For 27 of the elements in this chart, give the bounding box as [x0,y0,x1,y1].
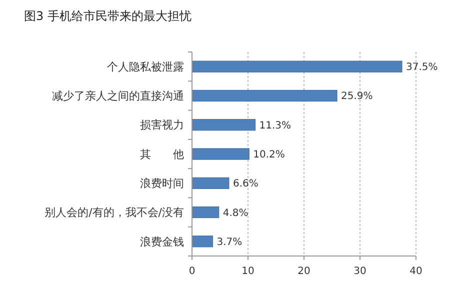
data-label: 4.8% [222,208,248,219]
data-label: 6.6% [232,178,258,190]
y-tick-label: 损害视力 [140,118,184,132]
bar [192,148,250,160]
x-tick-label: 20 [298,266,310,277]
y-tick-label: 浪费时间 [140,176,184,190]
y-tick-label: 个人隐私被泄露 [107,60,184,74]
data-label: 3.7% [216,236,242,248]
x-tick-label: 30 [354,266,366,277]
y-tick-label: 其 他 [140,148,184,161]
bar [192,177,230,189]
x-tick-label: 40 [410,266,422,277]
y-tick-label: 浪费金钱 [140,235,184,248]
data-label: 11.3% [259,120,292,132]
data-label: 10.2% [253,150,285,160]
bar [192,236,213,248]
y-tick-label: 减少了亲人之间的直接沟通 [52,90,184,103]
x-tick-label: 10 [242,266,254,277]
y-tick-label: 别人会的/有的，我不会/没有 [44,206,184,220]
bar [192,119,256,131]
x-tick-label: 0 [188,266,196,277]
bar [192,60,402,72]
data-label: 37.5% [406,62,438,74]
bar [192,206,220,218]
bar [192,90,338,102]
data-label: 25.9% [341,91,373,102]
chart-title: 图3 手机给市民带来的最大担忧 [24,9,192,23]
